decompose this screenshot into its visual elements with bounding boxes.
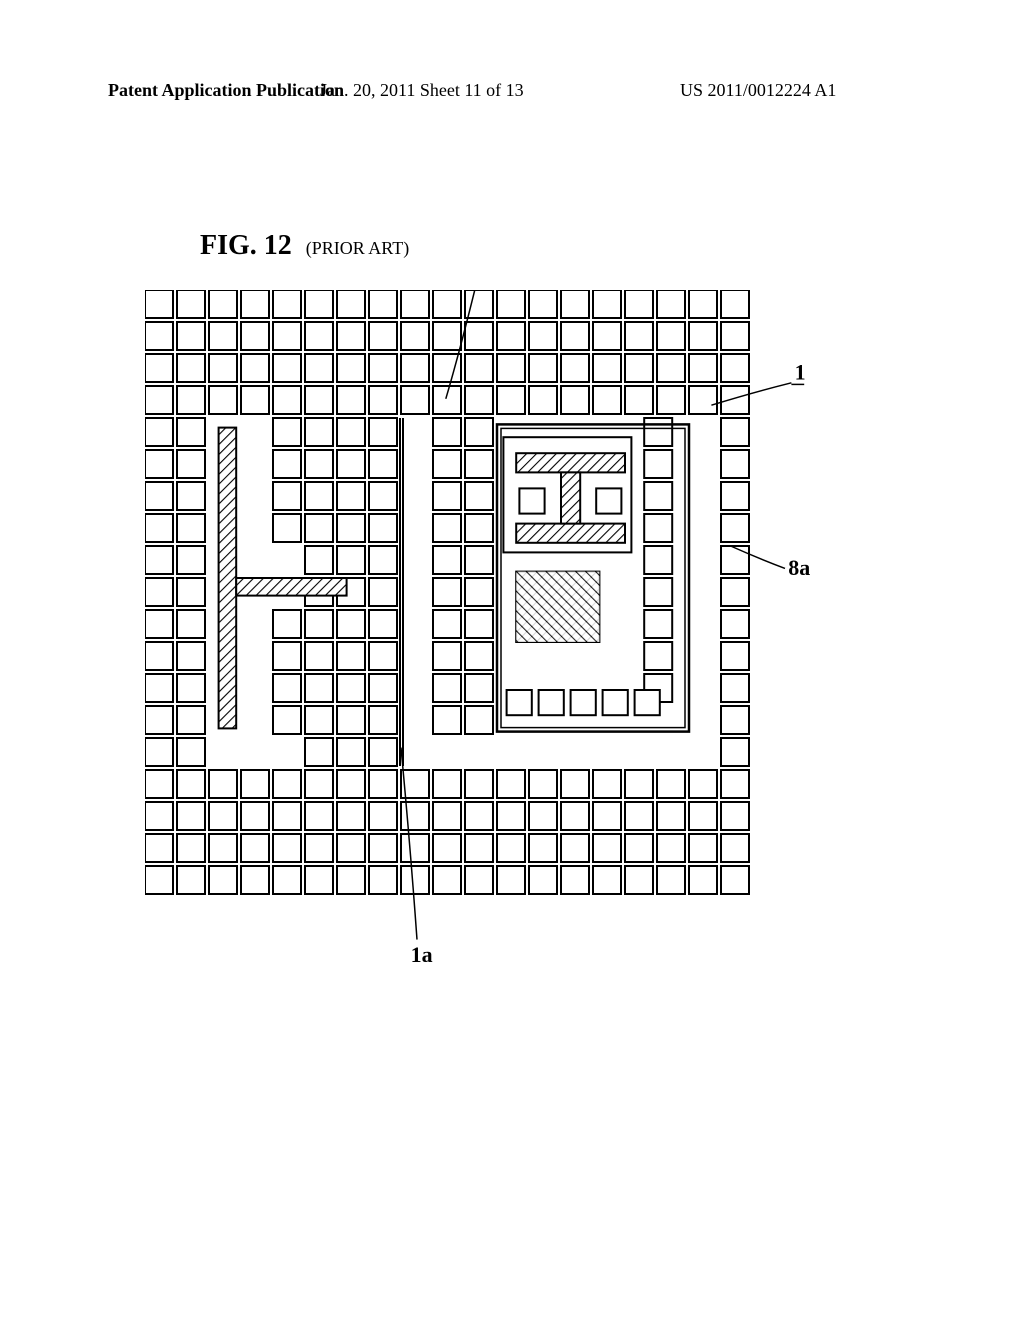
header-right: US 2011/0012224 A1 <box>680 80 836 101</box>
figure-subtitle: (PRIOR ART) <box>306 238 409 258</box>
svg-text:1a: 1a <box>411 942 433 967</box>
patent-figure: 218a1a <box>145 290 755 900</box>
svg-text:1: 1 <box>795 360 806 385</box>
figure-number: FIG. 12 <box>200 230 292 261</box>
svg-text:8a: 8a <box>788 555 810 580</box>
figure-title: FIG. 12 (PRIOR ART) <box>200 230 409 262</box>
header-left: Patent Application Publication <box>108 80 344 101</box>
header-center: Jan. 20, 2011 Sheet 11 of 13 <box>320 80 524 101</box>
